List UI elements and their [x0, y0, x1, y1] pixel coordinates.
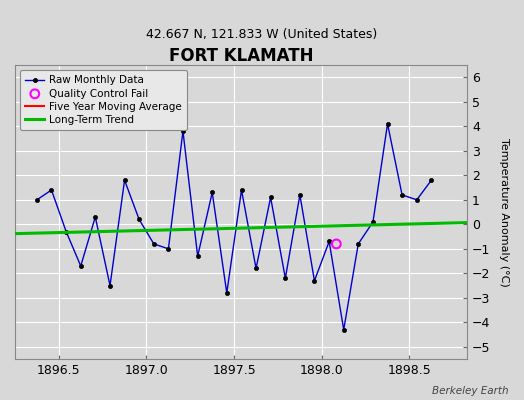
Raw Monthly Data [326, 239, 332, 244]
Raw Monthly Data [165, 246, 171, 251]
Raw Monthly Data [282, 276, 289, 281]
Raw Monthly Data [180, 129, 186, 134]
Raw Monthly Data [122, 178, 128, 183]
Raw Monthly Data [151, 242, 157, 246]
Raw Monthly Data [194, 254, 201, 258]
Raw Monthly Data [428, 178, 434, 183]
Text: Berkeley Earth: Berkeley Earth [432, 386, 508, 396]
Raw Monthly Data [267, 195, 274, 200]
Legend: Raw Monthly Data, Quality Control Fail, Five Year Moving Average, Long-Term Tren: Raw Monthly Data, Quality Control Fail, … [20, 70, 188, 130]
Raw Monthly Data [92, 214, 99, 219]
Raw Monthly Data [48, 188, 54, 192]
Line: Raw Monthly Data: Raw Monthly Data [35, 122, 433, 332]
Quality Control Fail [332, 241, 341, 247]
Raw Monthly Data [238, 188, 245, 192]
Raw Monthly Data [385, 122, 391, 126]
Raw Monthly Data [136, 217, 142, 222]
Raw Monthly Data [370, 220, 376, 224]
Raw Monthly Data [399, 192, 405, 197]
Raw Monthly Data [78, 264, 84, 268]
Raw Monthly Data [341, 327, 347, 332]
Raw Monthly Data [311, 278, 318, 283]
Y-axis label: Temperature Anomaly (°C): Temperature Anomaly (°C) [499, 138, 509, 286]
Raw Monthly Data [413, 198, 420, 202]
Raw Monthly Data [107, 283, 113, 288]
Text: 42.667 N, 121.833 W (United States): 42.667 N, 121.833 W (United States) [146, 28, 378, 41]
Raw Monthly Data [63, 229, 69, 234]
Raw Monthly Data [209, 190, 215, 195]
Raw Monthly Data [224, 290, 230, 295]
Title: FORT KLAMATH: FORT KLAMATH [169, 47, 313, 65]
Raw Monthly Data [355, 242, 362, 246]
Raw Monthly Data [253, 266, 259, 271]
Raw Monthly Data [297, 192, 303, 197]
Raw Monthly Data [34, 198, 40, 202]
